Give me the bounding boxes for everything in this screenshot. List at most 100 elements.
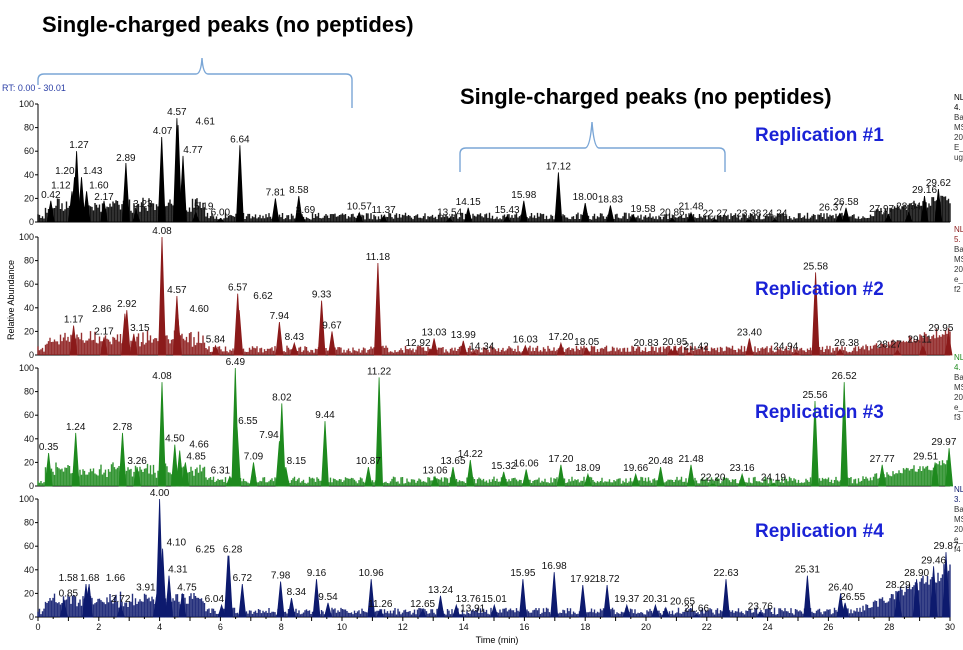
peak-label: 20.65 bbox=[670, 597, 695, 608]
y-tick-label: 60 bbox=[24, 279, 34, 289]
y-tick-label: 20 bbox=[24, 193, 34, 203]
chromatogram-peak bbox=[100, 200, 108, 223]
chromatogram-peak bbox=[118, 432, 127, 487]
peak-label: 4.08 bbox=[152, 371, 172, 382]
x-tick-label: 12 bbox=[398, 622, 408, 632]
chromatogram-peak bbox=[376, 608, 385, 618]
chromatogram-peak bbox=[82, 191, 91, 223]
chromatogram-peak bbox=[791, 352, 801, 356]
peak-label: 25.56 bbox=[802, 390, 827, 401]
chromatogram-peak bbox=[944, 333, 953, 356]
x-tick-label: 8 bbox=[279, 622, 284, 632]
x-axis-title: Time (min) bbox=[476, 635, 519, 645]
chromatogram-peak bbox=[670, 346, 680, 356]
peak-label: 24.94 bbox=[773, 342, 798, 353]
peak-label: 4.07 bbox=[153, 126, 173, 137]
peak-label: 18.09 bbox=[575, 463, 600, 474]
peak-label: 23.16 bbox=[730, 463, 755, 474]
chromatogram-peak bbox=[522, 469, 531, 487]
chromatogram-peak bbox=[158, 236, 166, 356]
chromatogram-peak bbox=[174, 125, 183, 223]
peak-label: 2.17 bbox=[94, 192, 114, 203]
peak-label: 4.50 bbox=[165, 434, 185, 445]
peak-label: 23.76 bbox=[748, 601, 773, 612]
chromatogram-peak bbox=[684, 352, 694, 356]
y-tick-label: 40 bbox=[24, 434, 34, 444]
peak-label: 8.15 bbox=[287, 456, 307, 467]
chromatogram-peak bbox=[238, 583, 247, 618]
side-metadata-label: 20 bbox=[954, 265, 963, 274]
peak-label: 23.40 bbox=[737, 328, 762, 339]
peak-label: 13.24 bbox=[428, 585, 453, 596]
chromatogram-peak bbox=[121, 162, 130, 223]
chromatogram-peak bbox=[687, 464, 695, 487]
chromatogram-peak bbox=[841, 602, 850, 618]
peak-label: 25.31 bbox=[795, 565, 820, 576]
peak-label: 8.34 bbox=[287, 587, 307, 598]
side-metadata-label: f4 bbox=[954, 545, 961, 554]
peak-label: 6.04 bbox=[205, 594, 225, 605]
chromatogram-peak bbox=[836, 593, 845, 618]
y-tick-label: 0 bbox=[29, 217, 34, 227]
peak-label: 16.03 bbox=[513, 335, 538, 346]
chromatogram-peak bbox=[499, 471, 508, 487]
chromatogram-peak bbox=[224, 555, 233, 618]
top-annotation-title: Single-charged peaks (no peptides) bbox=[42, 12, 414, 37]
chromatogram-peak bbox=[686, 211, 696, 223]
side-metadata-label: e_ bbox=[954, 275, 963, 284]
peak-label: 7.94 bbox=[259, 430, 279, 441]
y-tick-label: 60 bbox=[24, 410, 34, 420]
y-tick-label: 100 bbox=[19, 232, 34, 242]
chromatogram-peak bbox=[519, 200, 528, 223]
chromatogram-peak bbox=[132, 208, 141, 223]
y-tick-label: 80 bbox=[24, 387, 34, 397]
peak-label: 4.66 bbox=[189, 440, 209, 451]
side-metadata-label: 20 bbox=[954, 393, 963, 402]
chromatogram-peak bbox=[452, 603, 461, 618]
peak-label: 10.57 bbox=[347, 202, 372, 213]
peak-label: 16.98 bbox=[542, 561, 567, 572]
peak-label: 7.94 bbox=[270, 311, 290, 322]
peak-label: 28.27 bbox=[877, 339, 902, 350]
chromatogram-peak bbox=[929, 566, 938, 618]
peak-label: 5.19 bbox=[194, 202, 214, 213]
peak-label: 19.66 bbox=[623, 463, 648, 474]
peak-label: 8.69 bbox=[296, 205, 316, 216]
chromatogram-peak bbox=[459, 340, 468, 356]
peak-label: 20.83 bbox=[633, 338, 658, 349]
chromatogram-peak bbox=[175, 450, 184, 487]
chromatogram-peak bbox=[217, 603, 226, 618]
chromatogram-peak bbox=[449, 467, 457, 487]
replication-label: Replication #4 bbox=[755, 521, 884, 542]
peak-label: 29.62 bbox=[926, 178, 951, 189]
y-tick-label: 100 bbox=[19, 494, 34, 504]
peak-label: 10.96 bbox=[359, 568, 384, 579]
chromatogram-peak bbox=[355, 211, 364, 223]
chromatogram-peak bbox=[661, 606, 670, 618]
peak-label: 18.00 bbox=[573, 192, 598, 203]
peak-label: 7.09 bbox=[244, 451, 264, 462]
chromatogram-peak bbox=[582, 346, 591, 356]
chromatogram-peak bbox=[215, 217, 225, 223]
side-metadata-label: 3. bbox=[954, 495, 961, 504]
peak-label: 11.22 bbox=[367, 366, 392, 377]
peak-label: 22.20 bbox=[700, 473, 725, 484]
chromatogram-peak bbox=[878, 464, 887, 487]
peak-label: 21.66 bbox=[684, 604, 709, 615]
replication-label: Replication #1 bbox=[755, 125, 884, 146]
chromatogram-peak bbox=[835, 212, 844, 223]
chromatogram-peak bbox=[518, 579, 527, 618]
chromatogram-peak bbox=[276, 581, 285, 618]
chromatogram-peak bbox=[550, 572, 559, 618]
chromatogram-peak bbox=[708, 483, 718, 487]
chromatogram-peak bbox=[841, 207, 851, 223]
chromatogram-peak bbox=[235, 145, 244, 223]
peak-label: 9.44 bbox=[315, 410, 335, 421]
chromatogram-peak bbox=[744, 219, 754, 223]
peak-label: 25.58 bbox=[803, 261, 828, 272]
chromatogram-peak bbox=[738, 472, 747, 487]
chromatogram-peak bbox=[945, 448, 954, 487]
chromatogram-peak bbox=[651, 603, 660, 618]
x-tick-label: 20 bbox=[641, 622, 651, 632]
